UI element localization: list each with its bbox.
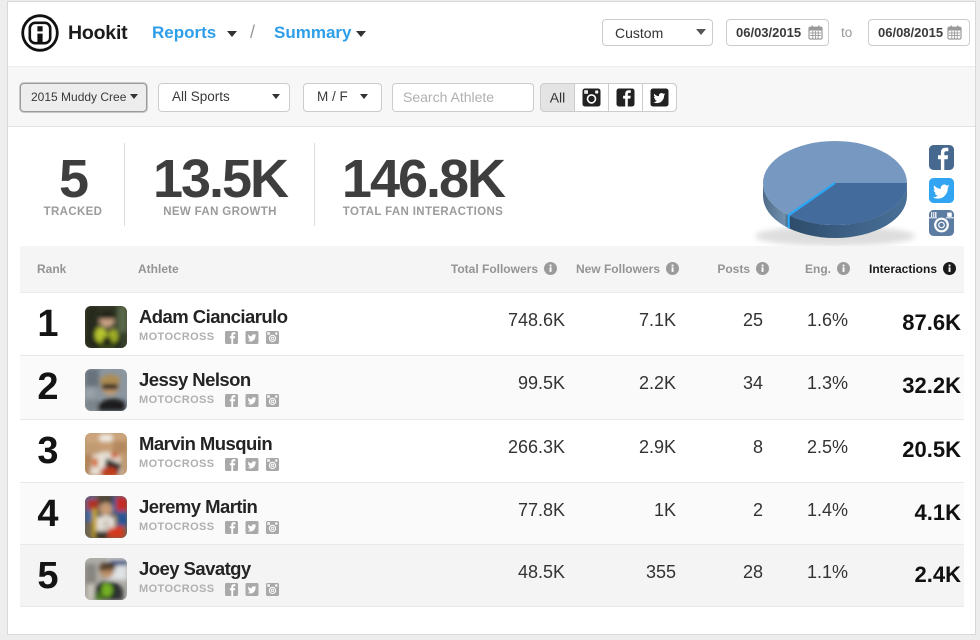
svg-text:All: All <box>550 90 566 106</box>
